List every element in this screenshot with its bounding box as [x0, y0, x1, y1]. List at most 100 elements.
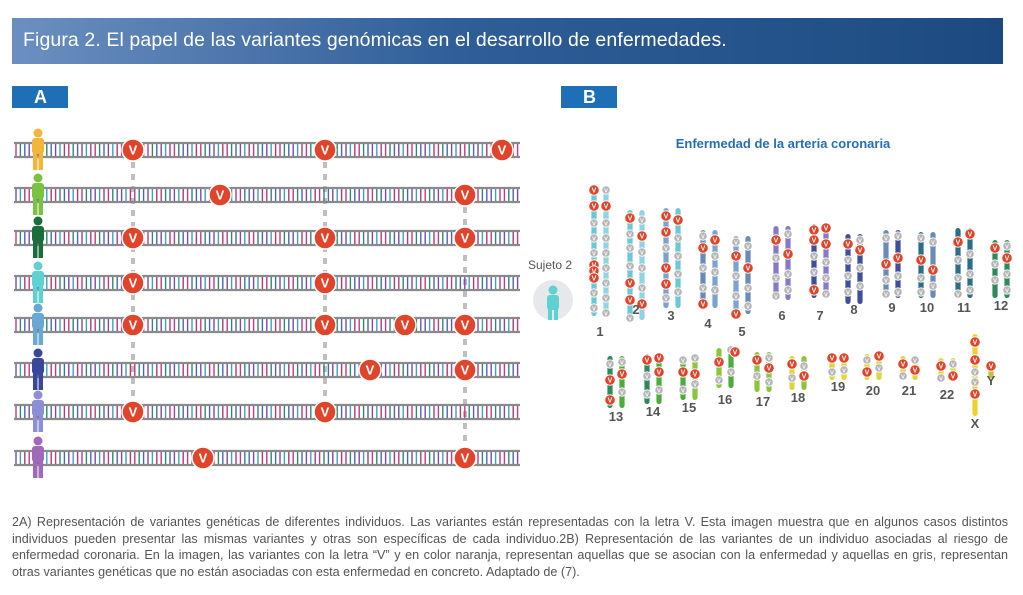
panel-b-title: Enfermedad de la arteria coronaria [676, 136, 891, 151]
variant-circle [660, 210, 672, 222]
variant-letter: V [676, 218, 681, 225]
variant-circle [893, 271, 903, 281]
variant-marker-disease: V [873, 350, 885, 362]
variant-circle [589, 248, 599, 258]
variant-letter: V [604, 267, 608, 273]
variant-letter: V [746, 266, 751, 273]
variant-letter: V [812, 288, 817, 295]
variant-letter: V [713, 238, 718, 245]
variant-letter: V [973, 371, 977, 377]
variant-letter: V [802, 374, 807, 381]
person-head [33, 173, 43, 183]
variant-letter: V [129, 231, 138, 246]
variant-marker-disease: V [798, 370, 810, 382]
variant-letter: V [842, 356, 847, 363]
variant-letter: V [604, 237, 608, 243]
variant-marker-other: V [690, 379, 700, 389]
variant-circle [624, 212, 636, 224]
variant-circle [677, 366, 689, 378]
variant-marker-other: V [690, 353, 700, 363]
variant-circle [729, 346, 741, 358]
variant-letter: V [321, 405, 330, 420]
variant-letter: V [628, 233, 632, 239]
person-icon [32, 390, 44, 432]
variant-marker-other: V [642, 389, 652, 399]
variant-circle [731, 237, 741, 247]
chromosome-number: 4 [704, 316, 712, 331]
variant-circle [617, 387, 627, 397]
variant-letter: V [939, 377, 943, 383]
variant-marker-disease: V [964, 228, 976, 240]
variant-marker-other: V [625, 229, 635, 239]
variant-letter: V [592, 269, 597, 276]
variant-marker: V [453, 446, 477, 470]
variant-marker-disease: V [808, 234, 820, 246]
variant-circle [660, 278, 672, 290]
variant-marker-other: V [1002, 269, 1012, 279]
variant-marker-other: V [965, 269, 975, 279]
variant-marker-disease: V [624, 294, 636, 306]
variant-letter: V [746, 287, 750, 293]
figure-title-bar: Figura 2. El papel de las variantes genó… [12, 18, 1003, 64]
variant-letter: V [802, 365, 806, 371]
variant-marker: V [313, 400, 337, 424]
variant-circle [948, 359, 958, 369]
variant-marker-disease: V [653, 352, 665, 364]
variant-marker-other: V [743, 283, 753, 293]
chromosome-number: 10 [920, 300, 934, 315]
person-body [32, 400, 44, 416]
variant-circle [880, 258, 892, 270]
variant-circle [764, 377, 774, 387]
variant-letter: V [973, 340, 978, 347]
figure-title: Figura 2. El papel de las variantes genó… [23, 29, 727, 51]
variant-letter: V [604, 189, 608, 195]
variant-marker-other: V [731, 237, 741, 247]
variant-circle [617, 357, 627, 367]
variant-circle [589, 218, 599, 228]
variant-marker: V [121, 400, 145, 424]
variant-letter: V [604, 297, 608, 303]
variant-circle [637, 247, 647, 257]
variant-letter: V [877, 367, 881, 373]
variant-circle [861, 366, 873, 378]
variant-circle [453, 446, 477, 470]
variant-letter: V [592, 188, 597, 195]
variant-letter: V [774, 295, 778, 301]
variant-circle [313, 271, 337, 295]
variant-marker-other: V [916, 287, 926, 297]
variant-letter: V [608, 398, 613, 405]
variant-marker-other: V [601, 308, 611, 318]
variant-circle [453, 358, 477, 382]
variant-marker-disease: V [588, 200, 600, 212]
variant-letter: V [693, 357, 697, 363]
variant-circle [636, 298, 648, 310]
person-body [32, 183, 44, 199]
variant-circle [764, 353, 774, 363]
variant-marker-other: V [771, 273, 781, 283]
variant-marker-disease: V [636, 230, 648, 242]
variant-letter: V [896, 275, 900, 281]
variant-marker-disease: V [808, 284, 820, 296]
variant-marker-other: V [625, 261, 635, 271]
panel-a-label: A [12, 86, 68, 108]
person-leg-right [38, 327, 43, 345]
variant-circle [121, 313, 145, 337]
chromosome-number: 15 [682, 400, 696, 415]
variant-circle [821, 289, 831, 299]
variant-letter: V [968, 232, 973, 239]
variant-circle [672, 214, 684, 226]
variant-letter: V [968, 289, 972, 295]
variant-marker: V [313, 226, 337, 250]
variant-marker-disease: V [969, 388, 981, 400]
variant-circle [881, 233, 891, 243]
variant-letter: V [664, 266, 669, 273]
variant-letter: V [858, 285, 862, 291]
variant-marker-other: V [970, 377, 980, 387]
person-head [33, 436, 43, 446]
variant-circle [947, 370, 959, 382]
variant-circle [121, 271, 145, 295]
variant-marker-other: V [928, 237, 938, 247]
variant-circle [678, 355, 688, 365]
